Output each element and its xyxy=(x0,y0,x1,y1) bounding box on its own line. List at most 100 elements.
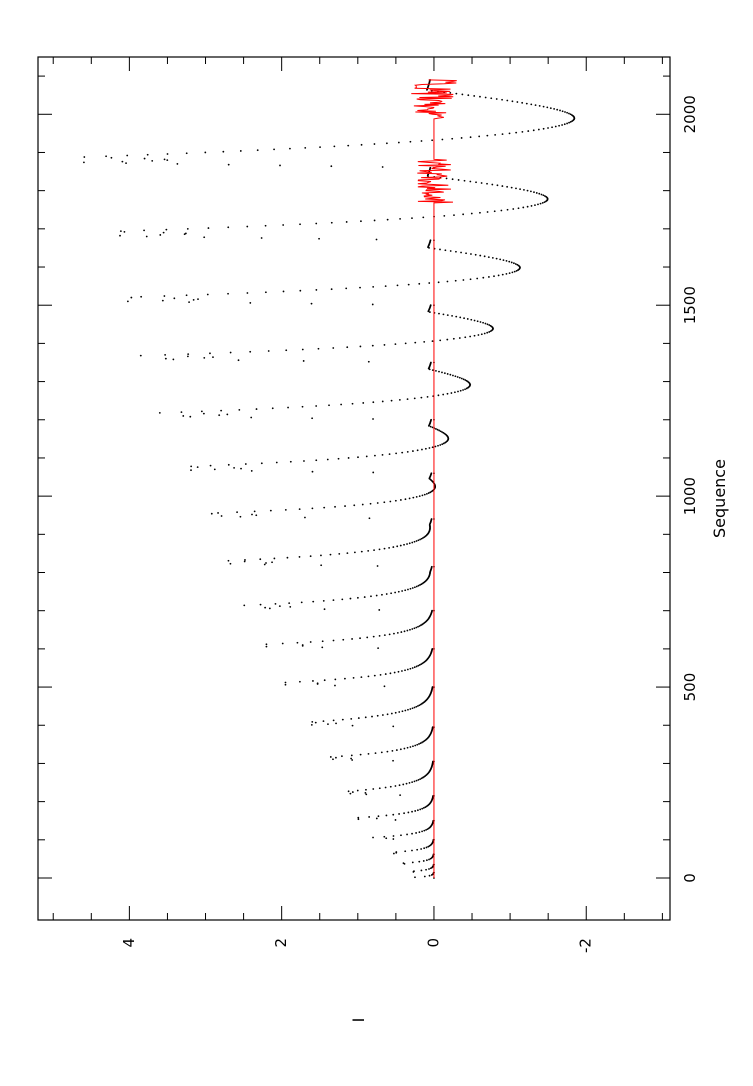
data-point xyxy=(411,217,413,220)
data-point xyxy=(443,214,446,217)
data-point xyxy=(533,191,535,194)
data-point xyxy=(372,418,374,420)
data-point xyxy=(334,505,336,508)
data-point xyxy=(378,548,381,551)
data-point xyxy=(311,720,314,723)
data-point xyxy=(413,540,416,543)
data-point xyxy=(438,370,440,373)
data-point xyxy=(415,705,418,708)
data-point xyxy=(146,153,149,156)
data-point xyxy=(192,298,195,301)
data-point xyxy=(212,356,214,359)
data-point xyxy=(263,563,266,566)
data-point xyxy=(537,203,539,206)
data-point xyxy=(506,185,509,188)
data-point xyxy=(420,140,423,142)
data-point xyxy=(473,334,476,337)
data-point xyxy=(428,282,431,284)
data-point xyxy=(203,236,206,239)
data-point xyxy=(335,722,337,725)
data-point xyxy=(312,600,315,603)
data-point xyxy=(439,444,442,446)
data-point xyxy=(372,401,375,404)
data-point xyxy=(298,508,301,511)
data-point xyxy=(332,347,335,349)
data-point xyxy=(383,344,386,346)
data-point xyxy=(469,180,472,183)
data-point xyxy=(422,807,425,809)
data-point xyxy=(249,302,252,304)
data-point xyxy=(484,96,487,99)
data-point xyxy=(495,98,498,100)
data-point xyxy=(371,303,374,306)
data-point xyxy=(375,238,378,241)
data-point xyxy=(479,95,481,98)
data-point xyxy=(335,756,337,759)
data-point xyxy=(390,712,393,715)
x-tick-label: 0 xyxy=(681,873,699,883)
data-point xyxy=(455,92,458,95)
data-point xyxy=(459,389,462,392)
data-point xyxy=(415,496,418,498)
data-point xyxy=(394,785,397,787)
data-point xyxy=(419,742,422,745)
data-point xyxy=(411,832,413,835)
data-point xyxy=(417,664,420,667)
data-point xyxy=(196,466,199,469)
data-point xyxy=(511,100,514,103)
data-point xyxy=(391,749,394,752)
data-point xyxy=(476,320,479,323)
data-point xyxy=(332,719,335,722)
data-point xyxy=(377,815,380,818)
data-point xyxy=(187,355,189,358)
data-point xyxy=(411,707,414,710)
data-point xyxy=(227,559,230,562)
data-point xyxy=(490,97,493,100)
data-point xyxy=(300,601,303,604)
data-point xyxy=(350,717,353,720)
data-point xyxy=(375,594,378,597)
data-point xyxy=(145,235,148,238)
data-point xyxy=(418,860,421,863)
data-point xyxy=(486,134,489,137)
data-point xyxy=(446,392,449,395)
data-point xyxy=(351,791,354,793)
data-point xyxy=(176,163,179,165)
data-point xyxy=(399,218,401,220)
data-point xyxy=(397,590,400,593)
data-point xyxy=(182,415,185,417)
data-point xyxy=(239,150,242,152)
data-point xyxy=(554,125,557,128)
data-point xyxy=(282,290,285,293)
data-point xyxy=(429,166,432,169)
data-point xyxy=(530,103,533,106)
data-point xyxy=(161,299,164,302)
data-point xyxy=(394,711,397,714)
data-point xyxy=(359,286,361,289)
data-point xyxy=(396,631,399,634)
data-point xyxy=(361,503,364,506)
data-point xyxy=(494,134,497,136)
data-point xyxy=(521,130,524,133)
data-point xyxy=(341,598,344,601)
data-point xyxy=(360,143,363,146)
data-point xyxy=(416,743,419,746)
data-point xyxy=(369,502,372,505)
data-point xyxy=(395,749,398,751)
data-point xyxy=(413,627,416,630)
data-point xyxy=(357,816,360,819)
data-point xyxy=(202,412,205,415)
data-point xyxy=(233,466,235,469)
data-point xyxy=(517,207,520,210)
data-point xyxy=(269,509,272,512)
data-point xyxy=(431,139,434,142)
data-point xyxy=(404,342,407,345)
data-point xyxy=(389,785,392,788)
data-point xyxy=(383,835,386,838)
data-point xyxy=(360,550,363,553)
data-point xyxy=(462,378,465,381)
data-point xyxy=(327,723,329,726)
data-point xyxy=(250,416,253,419)
data-point xyxy=(282,224,285,226)
data-point xyxy=(413,706,416,709)
